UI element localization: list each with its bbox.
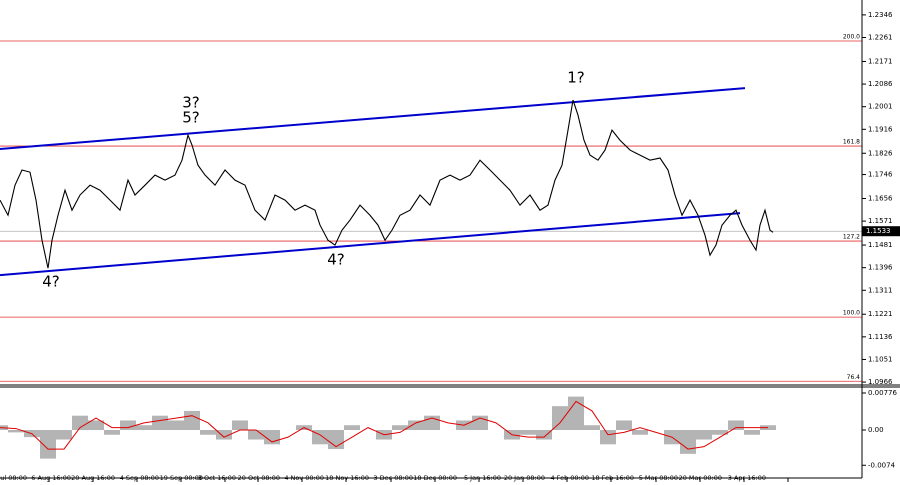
histogram-bar	[312, 429, 328, 445]
histogram-bar	[696, 429, 712, 440]
y-tick-label: 1.1916	[868, 125, 893, 133]
histogram-bar	[600, 429, 616, 445]
histogram-bar	[200, 429, 216, 435]
histogram-bar	[728, 420, 744, 430]
histogram-bar	[88, 420, 104, 430]
signal-line	[0, 400, 768, 450]
histogram-bar	[120, 420, 136, 430]
y-tick-label: 0.00776	[868, 389, 897, 397]
y-tick-label: 1.2001	[868, 103, 893, 111]
y-tick-label: 1.2171	[868, 57, 893, 65]
histogram-bar	[344, 425, 360, 430]
histogram-bar	[568, 396, 584, 430]
histogram-bar	[712, 429, 728, 435]
histogram-bar	[104, 429, 120, 435]
y-tick-label: 1.1311	[868, 286, 893, 294]
wave-label: 1?	[567, 69, 585, 87]
y-tick-label: 1.1481	[868, 241, 893, 249]
histogram-bar	[152, 415, 168, 430]
y-tick-label: 0.00	[868, 426, 884, 434]
histogram-bar	[680, 429, 696, 454]
histogram-bar	[40, 429, 56, 459]
wave-label: 4?	[327, 251, 345, 269]
histogram-bar	[216, 429, 232, 440]
y-tick-label: 1.1051	[868, 355, 893, 363]
y-tick-label: 1.2346	[868, 11, 893, 19]
histogram-bar	[520, 429, 536, 435]
y-tick-label: 1.1656	[868, 194, 893, 202]
y-tick-label: -0.0074	[868, 461, 896, 469]
histogram-bar	[8, 429, 24, 433]
trend-line	[0, 212, 741, 277]
level-label: 100.0	[843, 310, 860, 317]
trend-line	[0, 87, 746, 150]
histogram-bar	[536, 429, 552, 440]
histogram-bar	[632, 429, 648, 435]
wave-label: 4?	[42, 273, 60, 291]
level-label: 200.0	[843, 33, 860, 40]
histogram-bar	[584, 425, 600, 430]
y-tick-label: 1.0966	[868, 378, 893, 386]
level-label: 76.4	[847, 374, 861, 381]
wave-label: 3?	[182, 94, 200, 112]
histogram-bar	[552, 406, 568, 430]
y-tick-label: 1.1571	[868, 217, 893, 225]
y-tick-label: 1.1136	[868, 333, 893, 341]
level-label: 161.8	[843, 139, 860, 146]
histogram-bar	[248, 429, 264, 440]
histogram-bar	[616, 420, 632, 430]
y-tick-label: 1.2261	[868, 34, 893, 42]
histogram-bar	[232, 420, 248, 430]
y-tick-label: 1.1746	[868, 171, 893, 179]
histogram-bar	[408, 420, 424, 430]
y-tick-label: 1.1221	[868, 310, 893, 318]
level-label: 127.2	[843, 234, 860, 241]
price-tag	[862, 226, 900, 237]
histogram-bar	[184, 410, 200, 430]
y-tick-label: 1.1396	[868, 264, 893, 272]
y-tick-label: 1.2086	[868, 80, 893, 88]
histogram-bar	[744, 429, 760, 435]
wave-label: 5?	[182, 109, 200, 127]
histogram-bar	[392, 425, 408, 430]
y-tick-label: 1.1826	[868, 149, 893, 157]
price-line	[0, 99, 774, 269]
histogram-bar	[168, 420, 184, 430]
histogram-bar	[136, 425, 152, 430]
histogram-bar	[72, 415, 88, 430]
price-tag-label: 1.1533	[866, 227, 891, 235]
histogram-bar	[56, 429, 72, 440]
